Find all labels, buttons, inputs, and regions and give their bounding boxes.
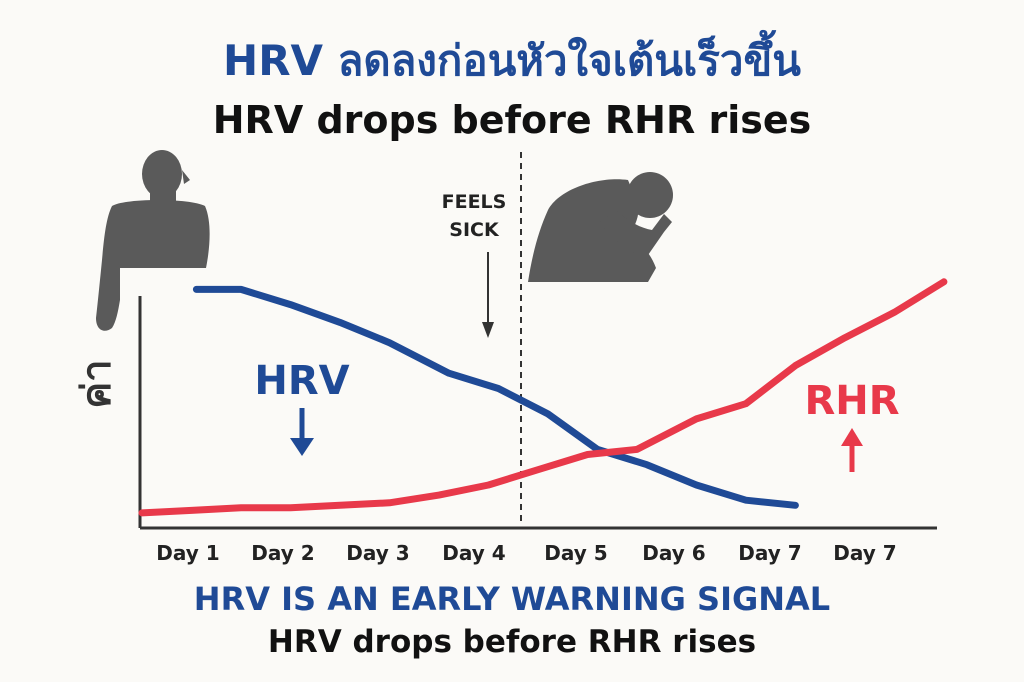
x-tick-label: Day 1 [156,541,219,565]
annotation-sick: SICK [449,219,500,241]
x-tick-label: Day 6 [642,541,705,565]
sick-person-icon [528,172,673,282]
rhr-up-arrow-icon [841,428,863,472]
x-tick-label: Day 4 [442,541,505,565]
y-axis-label: ค่า [74,359,120,408]
series-line-hrv [192,285,799,509]
healthy-person-icon [96,150,210,331]
footer-subline: HRV drops before RHR rises [267,624,757,660]
series-label-hrv: HRV [254,358,349,404]
x-tick-label: Day 5 [544,541,607,565]
chart-title-english: HRV drops before RHR rises [212,98,812,142]
x-tick-label: Day 7 [738,541,801,565]
annotation-feels: FEELS [442,191,507,213]
x-tick-labels: Day 1 Day 2 Day 3 Day 4 Day 5 Day 6 Day 7 Day 7 [156,541,896,565]
x-tick-label: Day 2 [251,541,314,565]
footer-headline: HRV IS AN EARLY WARNING SIGNAL [193,580,831,618]
series-label-rhr: RHR [804,378,899,424]
series-line-rhr [138,278,948,517]
hrv-down-arrow-icon [290,408,314,456]
annotation-arrow [482,252,494,338]
x-tick-label: Day 3 [346,541,409,565]
x-tick-label: Day 7 [833,541,896,565]
chart-title-thai: HRV ลดลงก่อนหัวใจเต้นเร็วขึ้น [223,36,801,85]
